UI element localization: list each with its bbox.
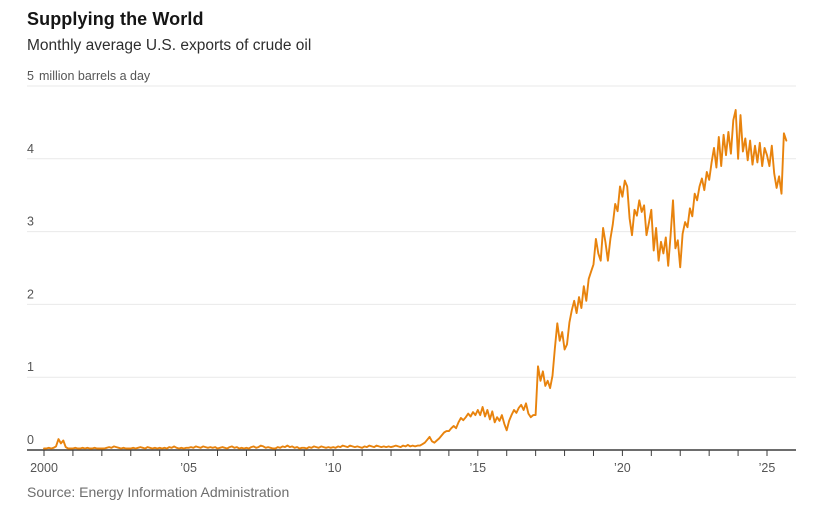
y-axis-unit-label: million barrels a day <box>39 69 151 83</box>
source-note: Source: Energy Information Administratio… <box>27 484 290 500</box>
series-line <box>43 109 788 450</box>
x-tick-label: 2000 <box>30 461 58 475</box>
x-tick-label: ’20 <box>614 461 631 475</box>
x-tick-label: ’05 <box>180 461 197 475</box>
x-tick-label: ’15 <box>469 461 486 475</box>
y-tick-label: 4 <box>27 142 34 156</box>
chart-title: Supplying the World <box>27 9 204 29</box>
x-tick-label: ’25 <box>759 461 776 475</box>
y-tick-label: 1 <box>27 360 34 374</box>
y-tick-label: 2 <box>27 287 34 301</box>
chart-subtitle: Monthly average U.S. exports of crude oi… <box>27 37 312 54</box>
x-tick-label: ’10 <box>325 461 342 475</box>
y-tick-label: 0 <box>27 433 34 447</box>
y-tick-label: 3 <box>27 215 34 229</box>
y-tick-label: 5 <box>27 69 34 83</box>
